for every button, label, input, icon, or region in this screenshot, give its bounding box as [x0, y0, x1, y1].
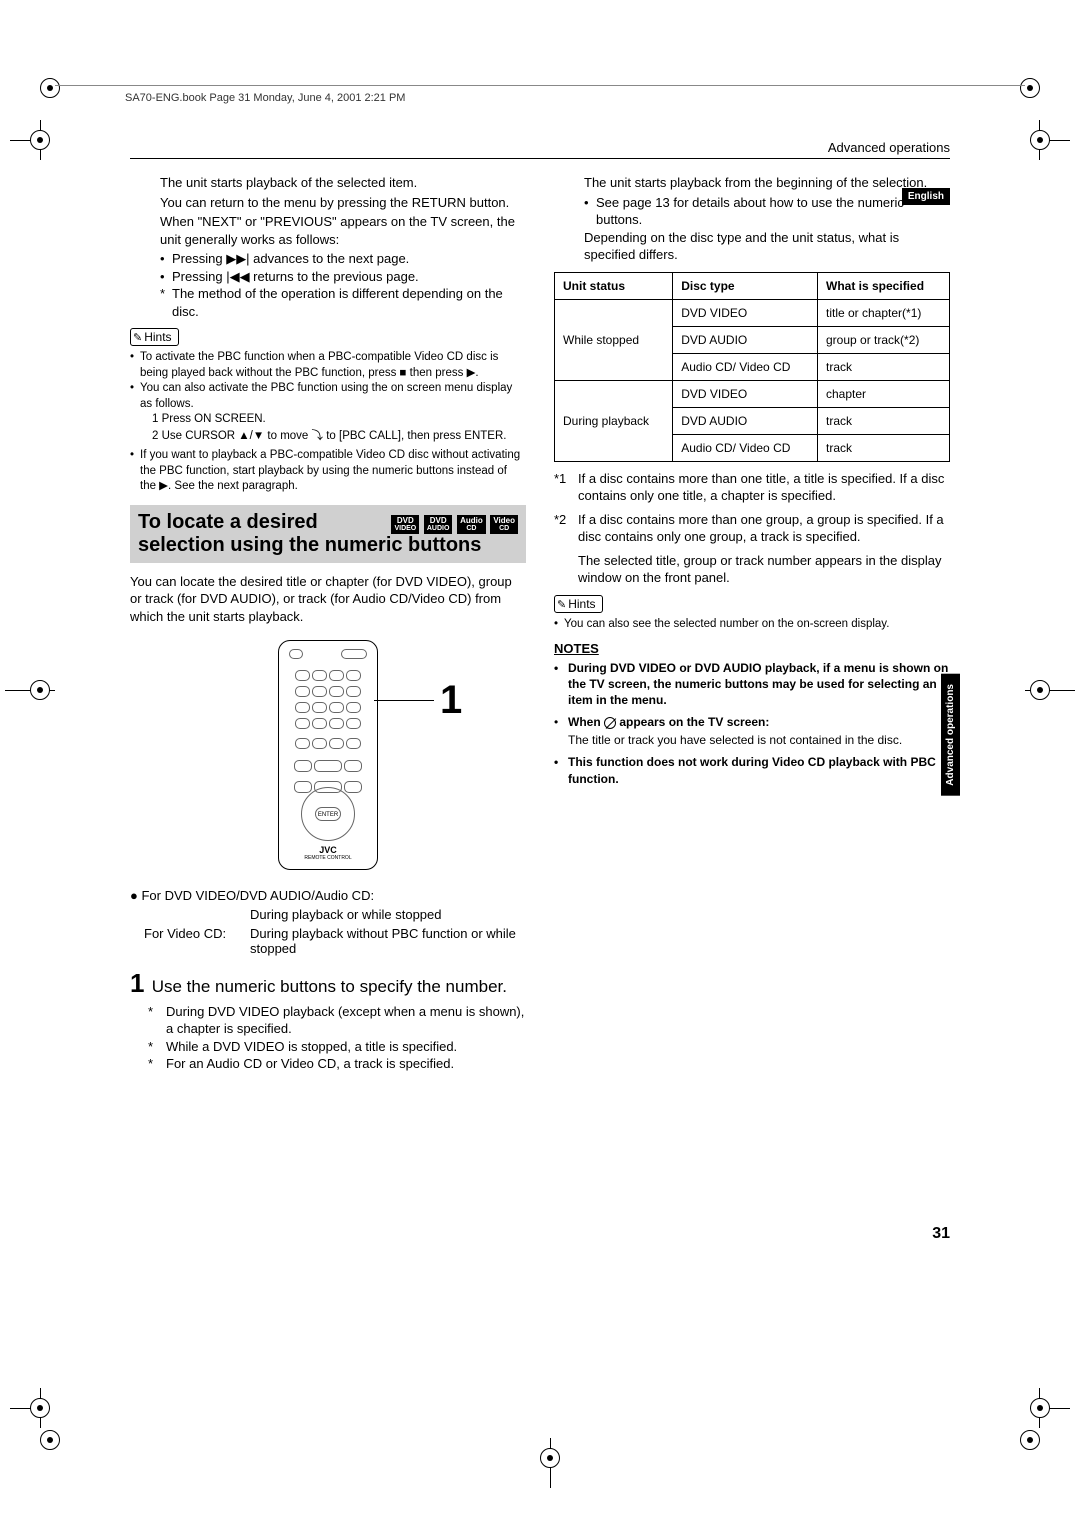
- hint: If you want to playback a PBC-compatible…: [130, 448, 526, 495]
- left-column: The unit starts playback of the selected…: [130, 174, 526, 1073]
- notes-heading: NOTES: [554, 641, 950, 656]
- td-spec: track: [818, 353, 950, 380]
- td-status: During playback: [555, 380, 673, 461]
- section-header: Advanced operations: [130, 140, 950, 159]
- badge-dvd-video: DVDVIDEO: [391, 515, 419, 534]
- for-line-1: ● For DVD VIDEO/DVD AUDIO/Audio CD:: [130, 887, 526, 905]
- td-disc: DVD AUDIO: [673, 326, 818, 353]
- badge-dvd-audio: DVDAUDIO: [424, 515, 453, 534]
- page-number: 31: [932, 1225, 950, 1243]
- hints-label: Hints: [130, 328, 179, 346]
- badge-video-cd: VideoCD: [490, 515, 518, 534]
- bullet: Pressing ▶▶| advances to the next page.: [160, 250, 526, 268]
- for-line-2-val: During playback without PBC function or …: [250, 926, 526, 956]
- note-item: When appears on the TV screen: The title…: [554, 714, 950, 748]
- hint: To activate the PBC function when a PBC-…: [130, 350, 526, 381]
- hint-sub: 1 Press ON SCREEN.: [152, 412, 526, 427]
- right-bullet: See page 13 for details about how to use…: [584, 194, 950, 229]
- spec-table: Unit status Disc type What is specified …: [554, 272, 950, 462]
- right-intro2: Depending on the disc type and the unit …: [584, 229, 950, 264]
- td-spec: track: [818, 434, 950, 461]
- note-item: During DVD VIDEO or DVD AUDIO playback, …: [554, 660, 950, 709]
- remote-brand: JVCREMOTE CONTROL: [279, 845, 377, 861]
- step1-item: While a DVD VIDEO is stopped, a title is…: [130, 1038, 526, 1056]
- hints-label: Hints: [554, 595, 603, 613]
- th-disc-type: Disc type: [673, 272, 818, 299]
- footnote-1: *1If a disc contains more than one title…: [554, 470, 950, 505]
- right-intro: The unit starts playback from the beginn…: [584, 174, 950, 192]
- td-spec: track: [818, 407, 950, 434]
- remote-control: ENTER JVCREMOTE CONTROL: [278, 640, 378, 870]
- for-line-1-val: During playback or while stopped: [250, 906, 526, 924]
- th-unit-status: Unit status: [555, 272, 673, 299]
- badges: DVDVIDEO DVDAUDIO AudioCD VideoCD: [390, 515, 518, 534]
- header-book-text: SA70-ENG.book Page 31 Monday, June 4, 20…: [125, 92, 405, 104]
- intro-line: When "NEXT" or "PREVIOUS" appears on the…: [160, 213, 526, 248]
- td-spec: group or track(*2): [818, 326, 950, 353]
- td-disc: Audio CD/ Video CD: [673, 353, 818, 380]
- hint-sub: 2 Use CURSOR ▲/▼ to move ⤵ to [PBC CALL]…: [152, 429, 526, 444]
- td-disc: DVD VIDEO: [673, 299, 818, 326]
- step1-item: During DVD VIDEO playback (except when a…: [130, 1003, 526, 1038]
- note-line: *The method of the operation is differen…: [160, 285, 526, 320]
- right-column: The unit starts playback from the beginn…: [554, 174, 950, 1073]
- page-header: SA70-ENG.book Page 31 Monday, June 4, 20…: [55, 85, 1025, 104]
- after-footnote: The selected title, group or track numbe…: [578, 552, 950, 587]
- intro-line: You can return to the menu by pressing t…: [160, 194, 526, 212]
- hint: You can also see the selected number on …: [554, 617, 950, 633]
- feature-box: DVDVIDEO DVDAUDIO AudioCD VideoCD To loc…: [130, 505, 526, 563]
- remote-callout-1: 1: [440, 678, 462, 723]
- feature-intro: You can locate the desired title or chap…: [130, 573, 526, 626]
- page-body: Advanced operations English Advanced ope…: [130, 140, 950, 1073]
- footnote-2: *2If a disc contains more than one group…: [554, 511, 950, 546]
- td-status: While stopped: [555, 299, 673, 380]
- badge-audio-cd: AudioCD: [457, 515, 486, 534]
- step1-item: For an Audio CD or Video CD, a track is …: [130, 1055, 526, 1073]
- td-spec: chapter: [818, 380, 950, 407]
- th-what-specified: What is specified: [818, 272, 950, 299]
- td-disc: Audio CD/ Video CD: [673, 434, 818, 461]
- hint: You can also activate the PBC function u…: [130, 381, 526, 412]
- step-1: 1 Use the numeric buttons to specify the…: [130, 966, 526, 1001]
- note-item: This function does not work during Video…: [554, 754, 950, 786]
- for-line-2-label: For Video CD:: [130, 926, 250, 956]
- td-disc: DVD AUDIO: [673, 407, 818, 434]
- intro-line: The unit starts playback of the selected…: [160, 174, 526, 192]
- prohibit-icon: [604, 717, 616, 729]
- remote-figure: ENTER JVCREMOTE CONTROL 1: [130, 640, 526, 873]
- bullet: Pressing |◀◀ returns to the previous pag…: [160, 268, 526, 286]
- td-spec: title or chapter(*1): [818, 299, 950, 326]
- td-disc: DVD VIDEO: [673, 380, 818, 407]
